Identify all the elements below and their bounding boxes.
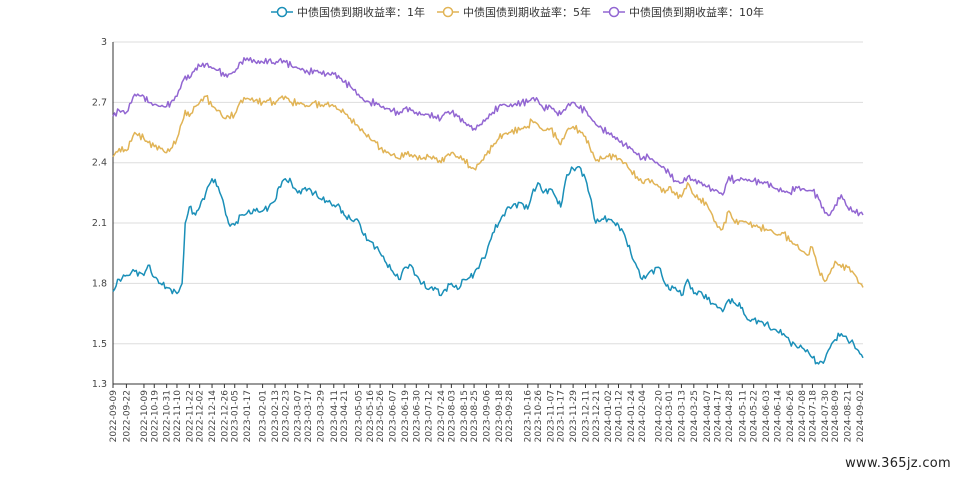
x-tick-label: 2023-05-16 bbox=[366, 390, 376, 443]
x-tick-label: 2022-09-22 bbox=[122, 390, 132, 442]
x-tick-label: 2023-03-29 bbox=[316, 390, 326, 443]
x-tick-label: 2023-09-28 bbox=[505, 390, 515, 443]
legend-item: 中债国债到期收益率：5年 bbox=[437, 5, 591, 19]
x-tick-label: 2023-11-07 bbox=[546, 390, 556, 442]
x-tick-label: 2024-06-03 bbox=[762, 390, 772, 442]
x-tick-label: 2024-03-01 bbox=[665, 390, 675, 442]
x-tick-label: 2023-04-21 bbox=[340, 390, 350, 442]
x-tick-label: 2023-02-23 bbox=[281, 390, 291, 442]
legend-label: 中债国债到期收益率：5年 bbox=[463, 5, 591, 19]
x-tick-label: 2024-06-26 bbox=[786, 390, 796, 443]
y-tick-label: 1.8 bbox=[92, 278, 107, 289]
x-tick-label: 2023-05-05 bbox=[355, 390, 365, 442]
legend: 中债国债到期收益率：1年 中债国债到期收益率：5年 中债国债到期收益率：10年 bbox=[271, 5, 764, 19]
legend-label: 中债国债到期收益率：10年 bbox=[629, 5, 764, 19]
x-tick-label: 2023-02-01 bbox=[259, 390, 269, 442]
y-tick-label: 2.4 bbox=[92, 158, 107, 169]
x-tick-label: 2022-12-14 bbox=[208, 390, 218, 443]
x-tick-label: 2023-03-17 bbox=[304, 390, 314, 442]
legend-marker bbox=[608, 6, 620, 18]
legend-item: 中债国债到期收益率：10年 bbox=[603, 5, 764, 19]
x-tick-label: 2024-05-11 bbox=[738, 390, 748, 442]
y-tick-label: 2.1 bbox=[92, 218, 107, 229]
x-tick-label: 2024-04-17 bbox=[714, 390, 724, 442]
x-tick-label: 2024-03-25 bbox=[690, 390, 700, 442]
x-tick-label: 2024-04-07 bbox=[703, 390, 713, 442]
x-tick-label: 2022-10-09 bbox=[140, 390, 150, 443]
x-tick-label: 2023-10-26 bbox=[534, 390, 544, 443]
x-tick-label: 2022-10-19 bbox=[150, 390, 160, 443]
legend-label: 中债国债到期收益率：1年 bbox=[297, 5, 425, 19]
x-tick-label: 2022-09-09 bbox=[109, 390, 119, 443]
series-line bbox=[112, 94, 864, 288]
watermark: www.365jz.com bbox=[845, 456, 951, 471]
x-tick-label: 2023-11-17 bbox=[557, 390, 567, 442]
x-tick-label: 2023-12-21 bbox=[592, 390, 602, 442]
x-tick-label: 2023-08-25 bbox=[470, 390, 480, 442]
x-tick-label: 2024-07-30 bbox=[821, 390, 831, 443]
x-tick-label: 2023-07-12 bbox=[425, 390, 435, 442]
x-tick-label: 2023-05-26 bbox=[376, 390, 386, 443]
series-line bbox=[112, 57, 864, 217]
x-tick-label: 2023-02-13 bbox=[271, 390, 281, 442]
y-axis: 1.3 1.5 1.8 2.1 2.4 2.7 3 bbox=[92, 37, 114, 390]
y-tick-label: 1.5 bbox=[92, 339, 107, 350]
x-tick-label: 2023-04-11 bbox=[330, 390, 340, 442]
x-tick-label: 2022-12-26 bbox=[220, 390, 230, 443]
x-tick-label: 2023-06-07 bbox=[389, 390, 399, 442]
x-tick-label: 2024-02-04 bbox=[638, 390, 648, 443]
legend-item: 中债国债到期收益率：1年 bbox=[271, 5, 425, 19]
x-tick-label: 2023-08-15 bbox=[460, 390, 470, 442]
x-tick-label: 2023-07-24 bbox=[437, 390, 447, 443]
x-tick-label: 2024-06-14 bbox=[773, 390, 783, 443]
x-tick-label: 2024-03-13 bbox=[677, 390, 687, 442]
x-tick-label: 2024-07-18 bbox=[808, 390, 818, 443]
x-tick-label: 2023-03-07 bbox=[294, 390, 304, 442]
x-tick-label: 2024-09-02 bbox=[856, 390, 866, 442]
x-tick-label: 2022-10-31 bbox=[163, 390, 173, 442]
x-tick-label: 2024-02-20 bbox=[655, 390, 665, 443]
x-tick-label: 2024-04-28 bbox=[725, 390, 735, 443]
x-tick-label: 2024-01-24 bbox=[627, 390, 637, 443]
y-tick-label: 2.7 bbox=[92, 97, 107, 108]
legend-marker bbox=[442, 6, 454, 18]
x-tick-label: 2024-01-02 bbox=[604, 390, 614, 442]
x-tick-label: 2023-01-05 bbox=[231, 390, 241, 442]
x-tick-label: 2023-01-17 bbox=[243, 390, 253, 442]
x-tick-label: 2022-12-02 bbox=[196, 390, 206, 442]
x-tick-label: 2022-11-22 bbox=[185, 390, 195, 442]
x-tick-label: 2022-11-10 bbox=[173, 390, 183, 443]
x-tick-label: 2023-06-19 bbox=[401, 390, 411, 443]
series-lines bbox=[112, 57, 864, 365]
x-tick-label: 2023-06-30 bbox=[412, 390, 422, 443]
x-tick-label: 2023-09-06 bbox=[482, 390, 492, 443]
x-tick-label: 2023-12-11 bbox=[581, 390, 591, 442]
x-tick-label: 2023-09-18 bbox=[495, 390, 505, 443]
series-line bbox=[112, 165, 864, 365]
x-tick-label: 2023-10-16 bbox=[524, 390, 534, 443]
y-tick-label: 3 bbox=[101, 37, 107, 48]
x-tick-label: 2023-08-03 bbox=[447, 390, 457, 442]
x-tick-label: 2024-05-22 bbox=[750, 390, 760, 442]
x-tick-label: 2023-11-29 bbox=[569, 390, 579, 443]
legend-marker bbox=[276, 6, 288, 18]
x-tick-label: 2024-08-09 bbox=[831, 390, 841, 443]
x-axis: 2022-09-09 2022-09-22 2022-10-09 2022-10-19… bbox=[109, 383, 866, 443]
x-tick-label: 2024-07-08 bbox=[798, 390, 808, 443]
x-tick-label: 2024-08-21 bbox=[844, 390, 854, 442]
x-tick-label: 2024-01-12 bbox=[615, 390, 625, 442]
y-tick-label: 1.3 bbox=[92, 379, 107, 390]
